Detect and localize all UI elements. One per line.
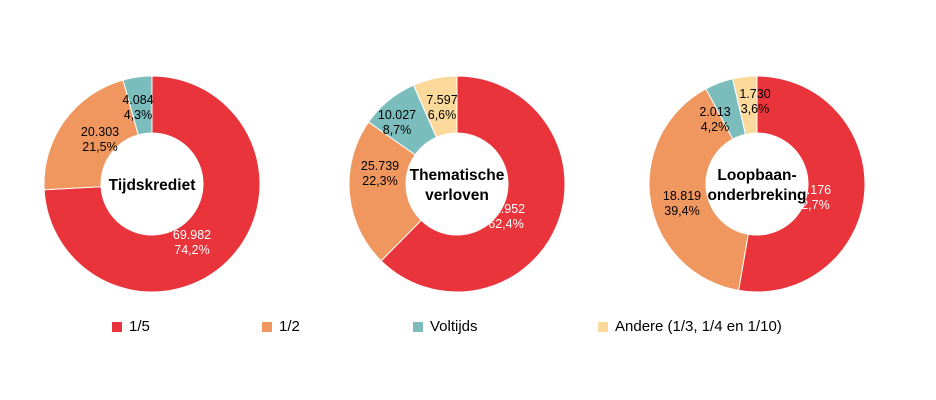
chart-title-line: Thematische <box>410 167 505 184</box>
slice-other <box>732 75 758 135</box>
value-label-full-time: 2.013 <box>699 105 730 119</box>
value-label-half: 25.739 <box>361 159 399 173</box>
percent-label-other: 3,6% <box>741 102 770 116</box>
percent-label-half: 39,4% <box>664 204 699 218</box>
slice-one-fifth <box>737 75 866 293</box>
legend-swatch <box>413 321 423 332</box>
chart-title-line: Loopbaan- <box>717 167 796 184</box>
percent-label-half: 21,5% <box>82 140 117 154</box>
value-label-one-fifth: 25.176 <box>793 183 831 197</box>
legend-item-1-2: 1/2 <box>262 318 300 335</box>
legend-swatch <box>112 321 122 332</box>
value-label-one-fifth: 71.952 <box>487 202 525 216</box>
value-label-half: 20.303 <box>81 125 119 139</box>
percent-label-one-fifth: 52,7% <box>794 198 829 212</box>
slice-half <box>648 88 749 291</box>
legend: 1/5 1/2 Voltijds Andere (1/3, 1/4 en 1/1… <box>0 318 936 342</box>
slice-one-fifth <box>43 75 261 293</box>
slice-half <box>43 79 139 191</box>
value-label-full-time: 4.084 <box>122 93 153 107</box>
legend-label: Voltijds <box>430 318 478 335</box>
slice-one-fifth <box>380 75 566 293</box>
legend-label: 1/5 <box>129 318 150 335</box>
value-label-other: 7.597 <box>426 93 457 107</box>
legend-label: 1/2 <box>279 318 300 335</box>
percent-label-half: 22,3% <box>362 174 397 188</box>
chart-title-line: onderbreking <box>707 187 806 204</box>
percent-label-full-time: 4,2% <box>701 120 730 134</box>
legend-item-andere: Andere (1/3, 1/4 en 1/10) <box>598 318 782 335</box>
percent-label-one-fifth: 74,2% <box>174 243 209 257</box>
legend-item-1-5: 1/5 <box>112 318 150 335</box>
value-label-other: 1.730 <box>739 87 770 101</box>
slice-full-time <box>122 75 153 136</box>
percent-label-full-time: 8,7% <box>383 123 412 137</box>
percent-label-one-fifth: 62,4% <box>488 217 523 231</box>
chart-title-line: verloven <box>425 187 489 204</box>
legend-item-voltijds: Voltijds <box>413 318 478 335</box>
value-label-one-fifth: 69.982 <box>173 228 211 242</box>
slice-half <box>348 121 422 262</box>
legend-label: Andere (1/3, 1/4 en 1/10) <box>615 318 782 335</box>
legend-swatch <box>262 321 272 332</box>
chart-title-line: Tijdskrediet <box>109 177 196 194</box>
value-label-half: 18.819 <box>663 189 701 203</box>
value-label-full-time: 10.027 <box>378 108 416 122</box>
slice-other <box>412 75 458 138</box>
percent-label-other: 6,6% <box>428 108 457 122</box>
legend-swatch <box>598 321 608 332</box>
percent-label-full-time: 4,3% <box>124 108 153 122</box>
